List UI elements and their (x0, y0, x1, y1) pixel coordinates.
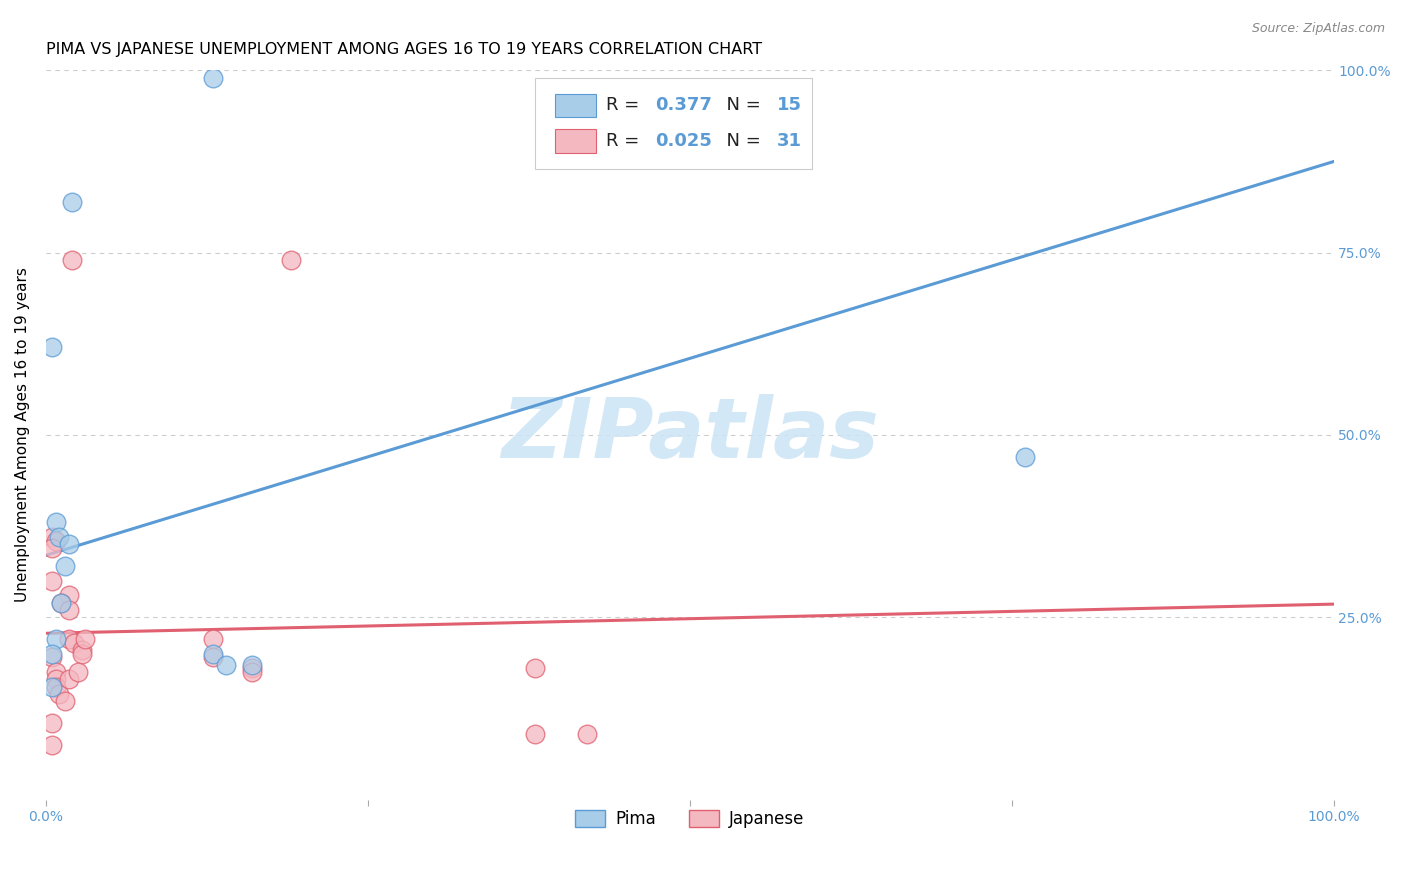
Point (70, 643, 93, 657)
Point (58, 632, 80, 647)
Point (45, 632, 67, 647)
Point (41, 716, 63, 731)
Point (73, 632, 96, 647)
Legend: Pima, Japanese: Pima, Japanese (568, 804, 811, 835)
Point (41, 341, 63, 355)
Point (240, 657, 263, 672)
Point (51, 596, 73, 610)
Text: ZIPatlas: ZIPatlas (501, 394, 879, 475)
Point (58, 672, 80, 686)
Point (215, 657, 238, 672)
Point (41, 574, 63, 588)
Point (53, 559, 76, 574)
Point (41, 650, 63, 665)
Text: 31: 31 (778, 132, 803, 150)
Point (53, 694, 76, 708)
Point (45, 533, 67, 548)
Point (45, 680, 67, 694)
Point (48, 687, 70, 701)
Text: 0.377: 0.377 (655, 96, 711, 114)
Point (58, 588, 80, 602)
Point (240, 661, 263, 675)
Point (41, 738, 63, 752)
Point (280, 252, 302, 267)
Text: R =: R = (606, 132, 645, 150)
Point (60, 194, 83, 209)
FancyBboxPatch shape (536, 78, 813, 169)
Text: N =: N = (716, 96, 768, 114)
Point (524, 727, 547, 741)
Text: R =: R = (606, 96, 645, 114)
Text: 0.025: 0.025 (655, 132, 711, 150)
Text: N =: N = (716, 132, 768, 150)
Point (48, 530, 70, 544)
Point (70, 647, 93, 661)
Point (60, 252, 83, 267)
Point (575, 727, 598, 741)
Point (41, 541, 63, 555)
Point (240, 665, 263, 679)
Y-axis label: Unemployment Among Ages 16 to 19 years: Unemployment Among Ages 16 to 19 years (15, 268, 30, 602)
FancyBboxPatch shape (554, 94, 596, 117)
Point (63, 636, 86, 650)
Point (45, 665, 67, 679)
Point (51, 596, 73, 610)
Point (1014, 450, 1036, 464)
Point (58, 537, 80, 551)
Point (202, 70, 225, 85)
Point (41, 530, 63, 544)
FancyBboxPatch shape (554, 129, 596, 153)
Text: 15: 15 (778, 96, 803, 114)
Point (67, 665, 90, 679)
Point (524, 661, 547, 675)
Point (45, 672, 67, 686)
Point (202, 647, 225, 661)
Text: Source: ZipAtlas.com: Source: ZipAtlas.com (1251, 22, 1385, 36)
Point (202, 632, 225, 647)
Point (58, 603, 80, 617)
Text: PIMA VS JAPANESE UNEMPLOYMENT AMONG AGES 16 TO 19 YEARS CORRELATION CHART: PIMA VS JAPANESE UNEMPLOYMENT AMONG AGES… (46, 42, 762, 57)
Point (45, 516, 67, 530)
Point (202, 650, 225, 665)
Point (41, 680, 63, 694)
Point (41, 647, 63, 661)
